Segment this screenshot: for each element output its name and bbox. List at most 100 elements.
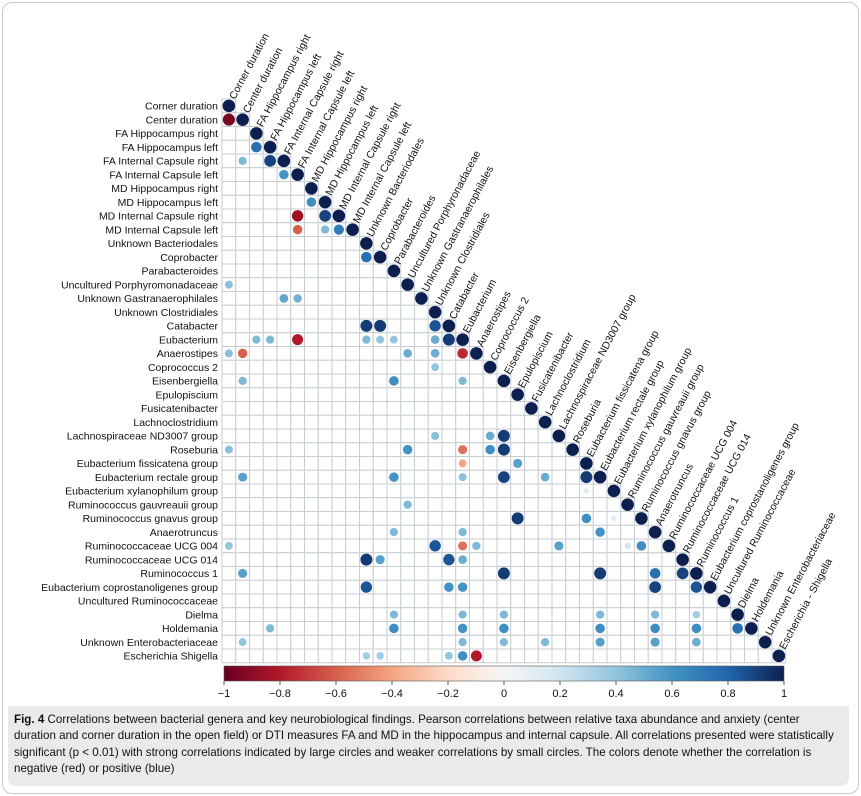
grid-cell xyxy=(372,401,388,416)
correlation-circle xyxy=(265,624,275,633)
grid-cell xyxy=(565,634,580,650)
grid-cell xyxy=(290,483,305,499)
grid-cell xyxy=(345,456,360,471)
grid-cell xyxy=(221,524,237,540)
grid-cell xyxy=(304,236,319,251)
grid-cell xyxy=(345,648,360,664)
grid-cell xyxy=(262,648,278,664)
grid-cell xyxy=(386,648,402,664)
grid-cell xyxy=(661,621,677,636)
correlation-circle xyxy=(360,237,373,250)
row-label: MD Internal Capsule right xyxy=(99,211,218,223)
grid-cell xyxy=(469,511,484,526)
grid-cell xyxy=(262,181,278,196)
correlation-circle xyxy=(224,541,233,550)
correlation-circle xyxy=(263,140,277,154)
correlation-circle xyxy=(319,209,332,222)
grid-cell xyxy=(290,428,305,444)
grid-cell xyxy=(372,291,388,306)
grid-cell xyxy=(634,566,649,581)
grid-cell xyxy=(304,648,319,664)
grid-cell xyxy=(290,414,305,430)
correlation-circle xyxy=(360,319,373,332)
grid-cell xyxy=(386,483,402,499)
colorbar-tick-label: −0.4 xyxy=(381,688,403,700)
grid-cell xyxy=(524,428,539,444)
correlation-circle xyxy=(676,553,689,566)
grid-cell xyxy=(304,414,319,430)
grid-cell xyxy=(510,579,525,595)
correlation-circle xyxy=(250,127,263,140)
grid-cell xyxy=(634,621,649,636)
grid-cell xyxy=(482,648,498,664)
correlation-circle xyxy=(593,470,607,484)
grid-cell xyxy=(304,607,319,622)
grid-cell xyxy=(469,469,484,485)
correlation-circle xyxy=(485,444,495,455)
grid-cell xyxy=(276,442,292,457)
correlation-circle xyxy=(389,376,399,386)
grid-cell xyxy=(262,483,278,499)
grid-cell xyxy=(345,579,360,595)
grid-cell xyxy=(249,277,264,292)
grid-cell xyxy=(276,194,292,210)
grid-cell xyxy=(331,593,347,609)
grid-cell xyxy=(414,524,429,540)
grid-cell xyxy=(249,442,264,457)
correlation-circle xyxy=(611,515,617,522)
grid-cell xyxy=(744,634,759,650)
grid-cell xyxy=(716,607,732,622)
grid-cell xyxy=(262,318,278,334)
grid-cell xyxy=(400,579,415,595)
grid-cell xyxy=(290,593,305,609)
grid-cell xyxy=(386,593,402,609)
grid-cell xyxy=(441,428,457,444)
grid-cell xyxy=(620,593,635,609)
grid-cell xyxy=(469,497,484,512)
grid-cell xyxy=(606,593,622,609)
grid-cell xyxy=(482,566,498,581)
grid-cell xyxy=(441,456,457,471)
grid-cell xyxy=(331,621,347,636)
grid-cell xyxy=(345,566,360,581)
grid-cell xyxy=(524,621,539,636)
grid-cell xyxy=(345,359,360,375)
grid-cell xyxy=(276,579,292,595)
correlation-circle xyxy=(458,541,468,551)
grid-cell xyxy=(372,511,388,526)
correlation-circle xyxy=(224,445,233,454)
correlation-circle xyxy=(692,637,701,647)
grid-cell xyxy=(317,648,333,664)
grid-cell xyxy=(579,497,594,512)
grid-cell xyxy=(372,359,388,375)
grid-cell xyxy=(386,442,402,457)
correlation-circle xyxy=(483,360,497,374)
grid-cell xyxy=(221,456,237,471)
grid-cell xyxy=(359,469,374,485)
grid-cell xyxy=(386,566,402,581)
correlation-circle xyxy=(376,652,384,660)
grid-cell xyxy=(400,373,415,389)
grid-cell xyxy=(427,456,443,471)
correlation-circle xyxy=(692,610,701,619)
grid-cell xyxy=(510,593,525,609)
grid-cell xyxy=(565,593,580,609)
grid-cell xyxy=(276,181,292,196)
grid-cell xyxy=(235,414,250,430)
grid-cell xyxy=(510,634,525,650)
grid-cell xyxy=(304,373,319,389)
grid-cell xyxy=(455,428,470,444)
correlation-circle xyxy=(238,376,247,386)
grid-cell xyxy=(537,497,553,512)
grid-cell xyxy=(221,483,237,499)
grid-cell xyxy=(359,566,374,581)
correlation-circle xyxy=(430,349,440,358)
correlation-circle xyxy=(279,293,289,303)
grid-cell xyxy=(290,277,305,292)
grid-cell xyxy=(537,579,553,595)
grid-cell xyxy=(414,593,429,609)
grid-cell xyxy=(427,442,443,457)
grid-cell xyxy=(331,263,347,279)
grid-cell xyxy=(455,414,470,430)
grid-cell xyxy=(455,483,470,499)
